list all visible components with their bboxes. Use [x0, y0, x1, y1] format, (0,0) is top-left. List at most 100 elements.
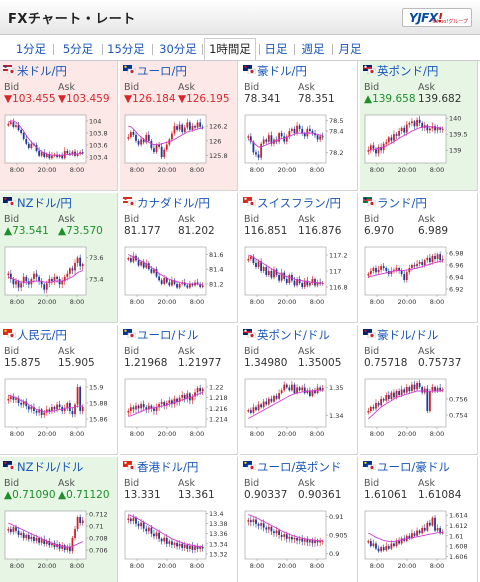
- yjfx-logo[interactable]: YJFX! Yahoo!グループ: [402, 8, 472, 27]
- pair-name[interactable]: 香港ドル/円: [137, 460, 199, 474]
- candle-body: [436, 254, 439, 259]
- candle-body: [66, 151, 69, 154]
- candle-body: [129, 131, 132, 138]
- candle-body: [196, 388, 199, 393]
- pair-name[interactable]: 英ポンド/ドル: [257, 328, 330, 342]
- price-chart[interactable]: 13.32 13.34 13.36 13.38 13.4 8:00 20:00 8:00: [122, 507, 236, 571]
- price-chart[interactable]: 116.8 117 117.2 8:00 20:00 8:00: [242, 243, 356, 307]
- candle-body: [188, 393, 191, 401]
- moving-average-line: [248, 389, 323, 419]
- price-chart[interactable]: 0.706 0.708 0.71 0.712 8:00 20:00 8:00: [2, 507, 116, 571]
- pair-name[interactable]: ユーロ/豪ドル: [377, 460, 450, 474]
- tab-7[interactable]: 月足: [338, 42, 362, 56]
- price-chart[interactable]: 125.8 126 126.2 8:00 20:00 8:00: [122, 111, 236, 175]
- candle-body: [155, 144, 158, 152]
- candle-body: [45, 541, 48, 544]
- pair-name[interactable]: 英ポンド/円: [377, 64, 439, 78]
- rate-card[interactable]: 米ドル/円 Bid Ask ▼103.455 ▼103.459 103.4 103.6 103…: [0, 61, 118, 191]
- pair-name[interactable]: ユーロ/ドル: [137, 328, 199, 342]
- bid-value: 0.90337: [244, 489, 288, 501]
- tab-5[interactable]: 日足: [264, 42, 288, 56]
- rate-card[interactable]: 豪ドル/円 Bid Ask 78.341 78.351 78.2 78.4 78.5 8:00 2…: [240, 61, 358, 191]
- candle-body: [38, 151, 40, 156]
- rate-card[interactable]: 香港ドル/円 Bid Ask 13.331 13.361 13.32 13.34 13.36 1…: [120, 457, 238, 582]
- tab-2[interactable]: 15分足: [107, 42, 145, 56]
- pair-name[interactable]: カナダドル/円: [137, 196, 210, 210]
- price-chart[interactable]: 1.606 1.608 1.61 1.612 1.614 8:00 20:00 8:00: [362, 507, 476, 571]
- pair-name[interactable]: NZドル/ドル: [17, 460, 84, 474]
- candle-body: [53, 407, 56, 410]
- candle-body: [375, 403, 377, 409]
- x-tick-label: 8:00: [10, 298, 25, 306]
- bid-label: Bid: [124, 82, 140, 93]
- candle-body: [81, 264, 84, 267]
- logo-accent: !: [437, 11, 443, 25]
- price-chart[interactable]: 0.754 0.756 8:00 20:00 8:00: [362, 375, 476, 439]
- rate-card[interactable]: ランド/円 Bid Ask 6.970 6.989 6.92 6.94 6.96 6.98 8:0…: [360, 193, 478, 323]
- candle-body: [132, 407, 135, 410]
- price-chart[interactable]: 81.2 81.4 81.6 8:00 20:00 8:00: [122, 243, 236, 307]
- rate-card[interactable]: スイスフラン/円 Bid Ask 116.851 116.876 116.8 117 117.…: [240, 193, 358, 323]
- candle-body: [71, 538, 74, 552]
- tab-3[interactable]: 30分足: [159, 42, 197, 56]
- candle-body: [390, 392, 393, 399]
- price-chart[interactable]: 15.86 15.88 15.9 8:00 20:00 8:00: [2, 375, 116, 439]
- pair-name[interactable]: 米ドル/円: [17, 64, 67, 78]
- price-chart[interactable]: 78.2 78.4 78.5 8:00 20:00 8:00: [242, 111, 356, 175]
- candle-body: [270, 135, 273, 144]
- candle-body: [137, 140, 140, 145]
- pair-name[interactable]: ユーロ/円: [137, 64, 187, 78]
- candle-body: [160, 538, 163, 542]
- price-chart[interactable]: 1.34 1.35 8:00 20:00 8:00: [242, 375, 356, 439]
- y-tick-label: 0.905: [329, 532, 348, 540]
- pair-name[interactable]: 豪ドル/円: [257, 64, 307, 78]
- rate-card[interactable]: NZドル/ドル Bid Ask ▲0.71090 ▲0.71120 0.706 0.708 0…: [0, 457, 118, 582]
- candle-body: [22, 401, 25, 405]
- candle-body: [293, 537, 296, 540]
- price-chart[interactable]: 0.9 0.905 0.91 8:00 20:00 8:00: [242, 507, 356, 571]
- pair-name[interactable]: 豪ドル/ドル: [377, 328, 439, 342]
- candle-body: [308, 540, 311, 543]
- rate-card[interactable]: ユーロ/豪ドル Bid Ask 1.61061 1.61084 1.606 1.608 1.6…: [360, 457, 478, 582]
- rate-card[interactable]: ユーロ/円 Bid Ask ▼126.184 ▼126.195 125.8 126 126.2…: [120, 61, 238, 191]
- price-chart[interactable]: 139 139.5 140 8:00 20:00 8:00: [362, 111, 476, 175]
- price-chart[interactable]: 6.92 6.94 6.96 6.98 8:00 20:00 8:00: [362, 243, 476, 307]
- price-chart[interactable]: 73.4 73.6 8:00 20:00 8:00: [2, 243, 116, 307]
- rate-card[interactable]: 人民元/円 Bid Ask 15.875 15.905 15.86 15.88 15.9 8:0…: [0, 325, 118, 455]
- rate-card[interactable]: 豪ドル/ドル Bid Ask 0.75718 0.75737 0.754 0.756 8:00…: [360, 325, 478, 455]
- y-tick-label: 1.216: [209, 405, 228, 413]
- candle-body: [129, 407, 132, 411]
- eu-au-flag: [363, 461, 376, 470]
- candle-body: [400, 538, 403, 544]
- rate-card[interactable]: NZドル/円 Bid Ask ▲73.541 ▲73.570 73.4 73.6 8:00 20…: [0, 193, 118, 323]
- rate-card[interactable]: カナダドル/円 Bid Ask 81.177 81.202 81.2 81.4 81.6 8:0…: [120, 193, 238, 323]
- candle-body: [291, 128, 293, 131]
- price-chart[interactable]: 103.4 103.6 103.8 104 8:00 20:00 8:00: [2, 111, 116, 175]
- candle-body: [27, 281, 30, 285]
- pair-name[interactable]: ランド/円: [377, 196, 427, 210]
- candle-body: [56, 276, 58, 279]
- candle-body: [369, 271, 372, 274]
- candle-body: [20, 283, 23, 288]
- candle-body: [255, 152, 257, 155]
- bid-value: 0.75718: [364, 357, 408, 369]
- candle-body: [382, 266, 385, 268]
- rate-card[interactable]: 英ポンド/ドル Bid Ask 1.34980 1.35005 1.34 1.35 8:00 2…: [240, 325, 358, 455]
- rate-card[interactable]: ユーロ/英ポンド Bid Ask 0.90337 0.90361 0.9 0.905 0.91…: [240, 457, 358, 582]
- candle-body: [76, 257, 79, 263]
- candle-body: [43, 152, 46, 157]
- cn-jp-flag: [3, 329, 16, 338]
- pair-name[interactable]: 人民元/円: [17, 328, 67, 342]
- tab-1[interactable]: 5分足: [62, 42, 94, 56]
- rate-card[interactable]: 英ポンド/円 Bid Ask ▲139.658 139.682 139 139.5 140 8:…: [360, 61, 478, 191]
- tab-0[interactable]: 1分足: [15, 42, 47, 56]
- tab-6[interactable]: 週足: [301, 42, 325, 56]
- candle-body: [421, 123, 424, 128]
- candle-body: [395, 540, 398, 547]
- pair-name[interactable]: スイスフラン/円: [257, 196, 342, 210]
- price-chart[interactable]: 1.214 1.216 1.218 1.22 8:00 20:00 8:00: [122, 375, 236, 439]
- pair-name[interactable]: ユーロ/英ポンド: [257, 460, 342, 474]
- tab-4[interactable]: 1時間足: [204, 38, 256, 60]
- rate-card[interactable]: ユーロ/ドル Bid Ask 1.21968 1.21977 1.214 1.216 1.21…: [120, 325, 238, 455]
- pair-name[interactable]: NZドル/円: [17, 196, 72, 210]
